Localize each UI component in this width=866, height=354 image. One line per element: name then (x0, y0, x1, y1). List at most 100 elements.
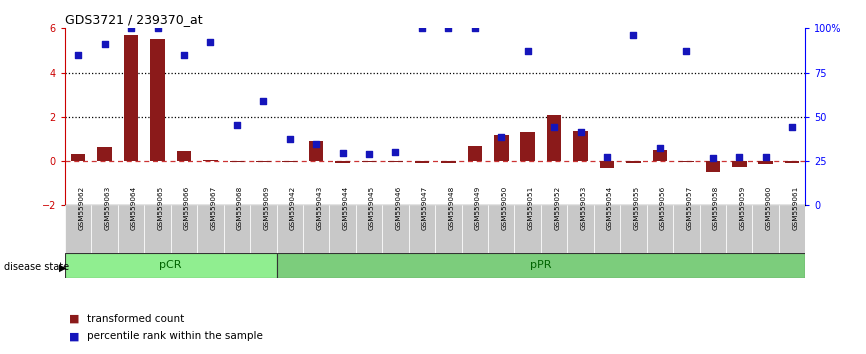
Bar (679, 161, 694, 162)
Bar (700, 205, 726, 253)
Point (442, 25, 456, 31)
Text: GSM559045: GSM559045 (369, 185, 375, 230)
Point (733, 154, 746, 160)
Bar (488, 205, 514, 253)
Bar (303, 205, 329, 253)
Text: GSM559068: GSM559068 (236, 185, 242, 230)
Point (71, 52, 85, 58)
Text: GSM559053: GSM559053 (580, 185, 586, 230)
Bar (785, 161, 799, 163)
Text: GSM559050: GSM559050 (501, 185, 507, 230)
Text: GSM559042: GSM559042 (290, 185, 295, 230)
Point (204, 39, 217, 45)
Point (627, 32, 641, 38)
Point (98, 41, 112, 47)
Bar (753, 205, 779, 253)
Text: GSM559064: GSM559064 (131, 185, 137, 230)
Bar (415, 161, 430, 163)
Bar (573, 131, 588, 161)
Bar (382, 205, 409, 253)
Point (520, 48, 534, 54)
Bar (150, 39, 165, 161)
Point (706, 156, 720, 161)
Text: percentile rank within the sample: percentile rank within the sample (87, 331, 262, 341)
Point (785, 124, 799, 130)
Bar (594, 205, 620, 253)
Text: GSM559049: GSM559049 (475, 185, 481, 230)
Bar (171, 205, 197, 253)
Bar (435, 205, 462, 253)
Text: GSM559066: GSM559066 (184, 185, 190, 230)
Bar (706, 161, 721, 172)
Bar (329, 205, 356, 253)
Point (336, 150, 350, 156)
Text: transformed count: transformed count (87, 314, 184, 324)
Point (415, 25, 429, 31)
Point (468, 25, 481, 31)
Bar (124, 35, 139, 161)
Text: GSM559048: GSM559048 (449, 185, 455, 230)
Point (759, 154, 772, 160)
Text: ■: ■ (69, 314, 80, 324)
Point (177, 52, 191, 58)
Text: GSM559056: GSM559056 (660, 185, 666, 230)
Bar (514, 205, 541, 253)
Bar (441, 161, 456, 163)
Bar (309, 141, 323, 161)
Bar (567, 205, 594, 253)
Bar (626, 161, 641, 163)
Point (229, 122, 243, 128)
Point (389, 149, 403, 155)
Point (494, 135, 508, 140)
Text: ▶: ▶ (59, 262, 67, 272)
Bar (71, 154, 86, 161)
Bar (653, 150, 667, 161)
Text: GSM559063: GSM559063 (105, 185, 111, 230)
Bar (177, 151, 191, 161)
Bar (197, 205, 223, 253)
Text: GSM559061: GSM559061 (792, 185, 798, 230)
Bar (468, 145, 482, 161)
Bar (494, 135, 508, 161)
Bar (600, 161, 614, 168)
Text: GSM559043: GSM559043 (316, 185, 322, 230)
Text: GSM559058: GSM559058 (713, 185, 719, 230)
Text: GSM559044: GSM559044 (343, 185, 349, 230)
Text: GDS3721 / 239370_at: GDS3721 / 239370_at (65, 13, 203, 26)
Point (680, 48, 694, 54)
Bar (250, 205, 276, 253)
Text: GSM559047: GSM559047 (422, 185, 428, 230)
Text: GSM559055: GSM559055 (634, 185, 639, 230)
Bar (256, 161, 270, 162)
Text: GSM559046: GSM559046 (396, 185, 402, 230)
Bar (759, 161, 773, 164)
Bar (65, 253, 276, 278)
Point (600, 154, 614, 160)
Point (283, 136, 297, 141)
Text: GSM559069: GSM559069 (263, 185, 269, 230)
Text: GSM559062: GSM559062 (78, 185, 84, 230)
Bar (620, 205, 647, 253)
Text: GSM559054: GSM559054 (607, 185, 613, 230)
Text: GSM559052: GSM559052 (554, 185, 560, 230)
Text: GSM559065: GSM559065 (158, 185, 164, 230)
Bar (97, 147, 112, 161)
Bar (335, 161, 350, 163)
Bar (647, 205, 673, 253)
Bar (520, 132, 535, 161)
Bar (204, 160, 217, 161)
Point (362, 152, 376, 157)
Point (547, 124, 561, 130)
Point (573, 129, 587, 135)
Bar (65, 205, 92, 253)
Text: GSM559059: GSM559059 (740, 185, 746, 230)
Bar (282, 161, 297, 162)
Bar (726, 205, 753, 253)
Text: GSM559057: GSM559057 (687, 185, 693, 230)
Text: disease state: disease state (4, 262, 69, 272)
Point (151, 25, 165, 31)
Text: GSM559051: GSM559051 (527, 185, 533, 230)
Bar (145, 205, 171, 253)
Text: ■: ■ (69, 331, 80, 341)
Text: pPR: pPR (530, 261, 552, 270)
